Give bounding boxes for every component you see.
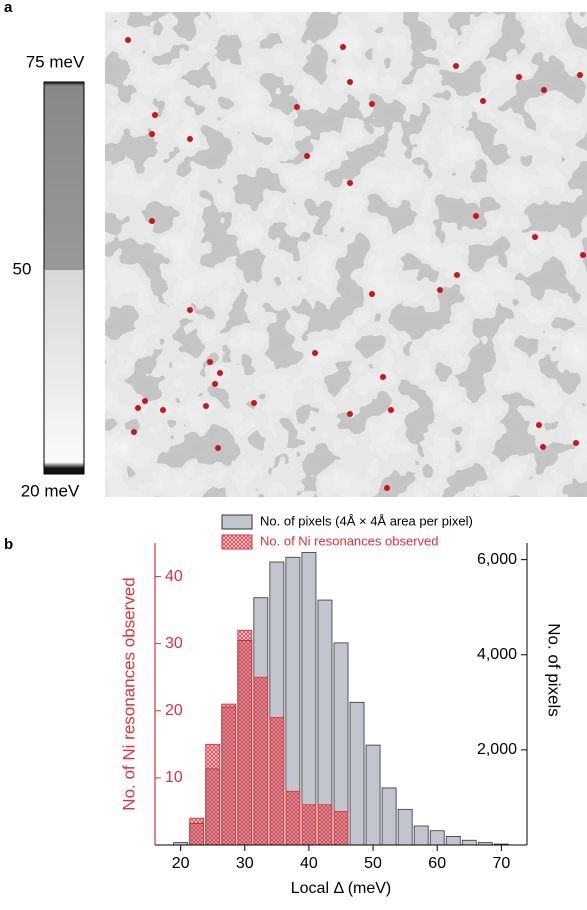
bar: [397, 808, 413, 846]
colorbar-label: 20 meV: [21, 481, 80, 500]
bar: [189, 817, 205, 846]
y2-tick-label: 6,000: [477, 551, 517, 568]
bar: [413, 825, 429, 846]
bar: [349, 701, 365, 846]
x-tick-label: 70: [492, 855, 510, 872]
y2-tick-label: 2,000: [477, 741, 517, 758]
x-tick-label: 20: [172, 855, 190, 872]
panel-label: a: [4, 0, 13, 16]
bar: [365, 744, 381, 846]
y-tick-label: 30: [165, 635, 183, 652]
x-tick-label: 40: [300, 855, 318, 872]
bar: [237, 629, 253, 846]
legend-swatch: [221, 534, 253, 550]
colorbar-label: 50: [13, 259, 32, 278]
y-tick-label: 40: [165, 568, 183, 585]
bar: [461, 839, 477, 846]
x-tick-label: 60: [428, 855, 446, 872]
bar: [429, 830, 445, 846]
legend-swatch: [221, 514, 253, 530]
gap-map: [105, 12, 587, 497]
y-tick-label: 20: [165, 702, 183, 719]
bar: [381, 787, 397, 846]
bar: [285, 790, 301, 846]
bar: [205, 743, 221, 846]
bar: [333, 811, 349, 846]
y2-axis-label: No. of pixels: [545, 623, 564, 717]
y-tick-label: 10: [165, 769, 183, 786]
bar: [269, 717, 285, 846]
x-tick-label: 30: [236, 855, 254, 872]
y2-tick-label: 4,000: [477, 646, 517, 663]
ni-sites: [125, 37, 586, 491]
bar: [445, 836, 461, 846]
bar: [301, 804, 317, 846]
y-axis-label: No. of Ni resonances observed: [119, 577, 138, 810]
x-axis-label: Local Δ (meV): [291, 880, 392, 897]
bar: [317, 804, 333, 846]
panel-label: b: [4, 536, 13, 553]
colorbar-label: 75 meV: [26, 52, 85, 71]
bar: [221, 703, 237, 846]
bar: [301, 552, 317, 846]
x-tick-label: 50: [364, 855, 382, 872]
legend-label: No. of pixels (4Å × 4Å area per pixel): [260, 513, 473, 528]
legend-label: No. of Ni resonances observed: [260, 533, 438, 548]
bar: [253, 676, 269, 846]
colorbar: [43, 81, 85, 475]
